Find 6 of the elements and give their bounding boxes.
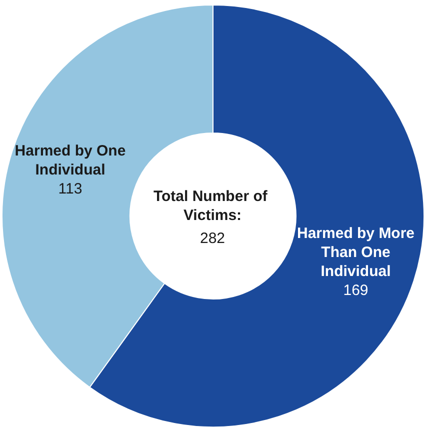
data-label: 169 — [343, 282, 368, 300]
slice-label: Harmed by More Than One Individual — [296, 225, 415, 280]
text: 282 — [200, 230, 226, 247]
text: Total Number of Victims: — [153, 188, 272, 224]
slice-label: Harmed by One Individual — [14, 142, 126, 178]
data-label: 113 — [58, 180, 82, 198]
